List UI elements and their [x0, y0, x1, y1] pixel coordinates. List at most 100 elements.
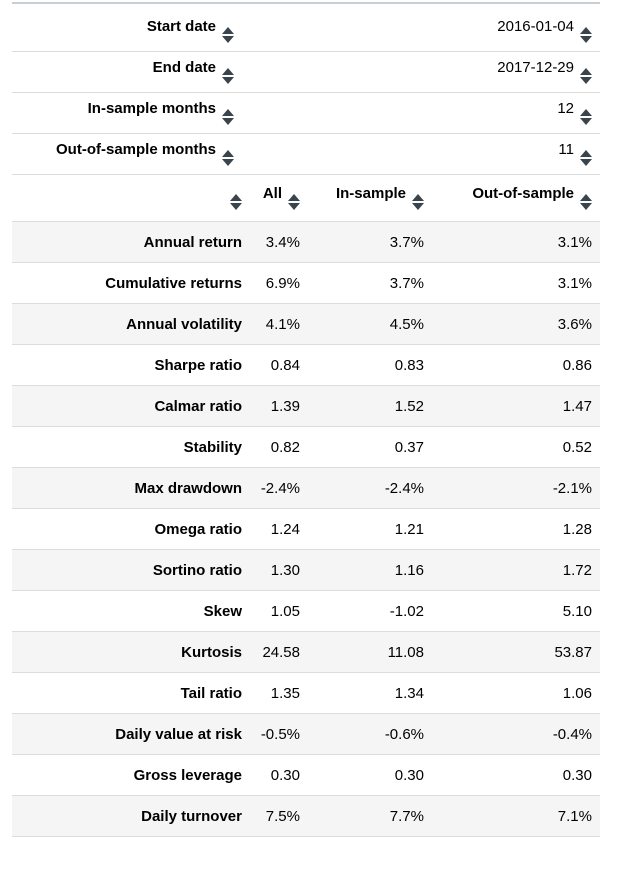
stat-value-all: 7.5%	[265, 807, 300, 825]
stat-label: Tail ratio	[180, 684, 242, 702]
stat-value-out-of-sample: 7.1%	[557, 807, 592, 825]
table-row: Sortino ratio 1.30 1.16 1.72	[12, 549, 600, 591]
sort-icon[interactable]	[580, 194, 592, 211]
stat-value-out-of-sample: -0.4%	[552, 725, 592, 743]
start-date-label[interactable]: Start date	[12, 10, 242, 51]
value-text: 12	[557, 100, 574, 117]
stat-value-all: 1.30	[270, 561, 300, 579]
stat-value-all: 0.82	[270, 438, 300, 456]
table-row: Omega ratio 1.24 1.21 1.28	[12, 509, 600, 550]
stat-value-in-sample: 7.7%	[389, 807, 424, 825]
column-header-all[interactable]: All	[250, 175, 308, 222]
stat-label: Annual volatility	[126, 315, 242, 333]
sort-icon[interactable]	[230, 194, 242, 211]
stat-label: Annual return	[143, 233, 242, 251]
stat-value-in-sample: 1.52	[394, 397, 424, 415]
stat-value-out-of-sample: 1.28	[562, 520, 592, 538]
table-row: End date 2017-12-29	[12, 51, 600, 92]
table-top-border	[12, 2, 600, 4]
table-row: Stability 0.82 0.37 0.52	[12, 427, 600, 468]
in-sample-months-label[interactable]: In-sample months	[12, 92, 242, 133]
stat-value-all: -2.4%	[260, 479, 300, 497]
in-sample-months-value[interactable]: 12	[242, 92, 600, 133]
sort-icon[interactable]	[222, 109, 234, 125]
stat-value-all: 6.9%	[265, 274, 300, 292]
stat-value-out-of-sample: 1.72	[562, 561, 592, 579]
stat-label: Gross leverage	[133, 766, 242, 784]
sort-icon[interactable]	[222, 150, 234, 166]
stat-label: Omega ratio	[154, 520, 242, 538]
stat-value-all: -0.5%	[260, 725, 300, 743]
label-text: Out-of-sample months	[56, 141, 216, 158]
sort-icon[interactable]	[580, 26, 592, 43]
stat-value-out-of-sample: -2.1%	[552, 479, 592, 497]
stat-value-in-sample: 3.7%	[389, 274, 424, 292]
backtest-dates-table: Start date 2016-01-04 End date 2017-12-2…	[12, 10, 600, 175]
stat-value-in-sample: -1.02	[389, 602, 424, 620]
out-of-sample-months-value[interactable]: 11	[242, 133, 600, 174]
stat-value-in-sample: -2.4%	[384, 479, 424, 497]
stat-value-in-sample: 1.34	[394, 684, 424, 702]
header-text: In-sample	[335, 185, 406, 203]
end-date-label[interactable]: End date	[12, 51, 242, 92]
sort-icon[interactable]	[288, 194, 300, 211]
stat-value-out-of-sample: 53.87	[554, 643, 592, 661]
column-header-index[interactable]	[12, 175, 250, 222]
value-text: 2016-01-04	[497, 17, 574, 35]
header-text: All	[262, 185, 282, 203]
stat-value-out-of-sample: 5.10	[562, 602, 592, 620]
stat-label: Sortino ratio	[152, 561, 242, 579]
stat-value-all: 0.30	[270, 766, 300, 784]
stat-value-in-sample: 4.5%	[389, 315, 424, 333]
table-row: Tail ratio 1.35 1.34 1.06	[12, 673, 600, 714]
stat-value-out-of-sample: 0.86	[562, 356, 592, 374]
stat-value-all: 1.24	[270, 520, 300, 538]
stat-label: Sharpe ratio	[154, 356, 242, 374]
stat-value-all: 3.4%	[265, 233, 300, 251]
table-row: Start date 2016-01-04	[12, 10, 600, 51]
end-date-value[interactable]: 2017-12-29	[242, 51, 600, 92]
stat-value-out-of-sample: 1.06	[562, 684, 592, 702]
stat-value-out-of-sample: 1.47	[562, 397, 592, 415]
performance-stats-table: All In-sample Out-of-sample Annual retur…	[12, 175, 600, 838]
sort-icon[interactable]	[412, 194, 424, 211]
value-text: 11	[558, 141, 574, 158]
label-text: Start date	[146, 17, 216, 35]
table-row: Cumulative returns 6.9% 3.7% 3.1%	[12, 263, 600, 304]
column-header-out-of-sample[interactable]: Out-of-sample	[432, 175, 600, 222]
table-row: Out-of-sample months 11	[12, 133, 600, 174]
stat-label: Calmar ratio	[154, 397, 242, 415]
stat-value-in-sample: -0.6%	[384, 725, 424, 743]
table-row: In-sample months 12	[12, 92, 600, 133]
stat-label: Cumulative returns	[105, 274, 242, 292]
table-row: Calmar ratio 1.39 1.52 1.47	[12, 385, 600, 427]
start-date-value[interactable]: 2016-01-04	[242, 10, 600, 51]
sort-icon[interactable]	[222, 26, 234, 43]
stat-label: Kurtosis	[181, 643, 242, 661]
stat-label: Max drawdown	[134, 479, 242, 497]
stat-value-in-sample: 0.83	[394, 356, 424, 374]
stat-label: Daily turnover	[141, 807, 242, 825]
stat-value-out-of-sample: 0.52	[562, 438, 592, 456]
header-text: Out-of-sample	[472, 185, 574, 203]
sort-icon[interactable]	[580, 109, 592, 125]
stat-value-all: 1.39	[270, 397, 300, 415]
sort-icon[interactable]	[580, 68, 592, 84]
stat-value-in-sample: 11.08	[387, 643, 424, 661]
label-text: End date	[152, 59, 216, 76]
table-row: Gross leverage 0.30 0.30 0.30	[12, 755, 600, 796]
sort-icon[interactable]	[222, 68, 234, 84]
stat-value-out-of-sample: 3.6%	[557, 315, 592, 333]
stat-label: Skew	[203, 602, 242, 620]
table-row: Annual volatility 4.1% 4.5% 3.6%	[12, 303, 600, 345]
stat-value-all: 4.1%	[265, 315, 300, 333]
stat-value-in-sample: 1.16	[394, 561, 424, 579]
stat-value-in-sample: 3.7%	[389, 233, 424, 251]
stat-value-in-sample: 0.30	[394, 766, 424, 784]
stat-value-in-sample: 0.37	[394, 438, 424, 456]
table-row: Daily value at risk -0.5% -0.6% -0.4%	[12, 713, 600, 755]
column-header-in-sample[interactable]: In-sample	[308, 175, 432, 222]
out-of-sample-months-label[interactable]: Out-of-sample months	[12, 133, 242, 174]
stat-value-all: 1.35	[270, 684, 300, 702]
sort-icon[interactable]	[580, 150, 592, 166]
